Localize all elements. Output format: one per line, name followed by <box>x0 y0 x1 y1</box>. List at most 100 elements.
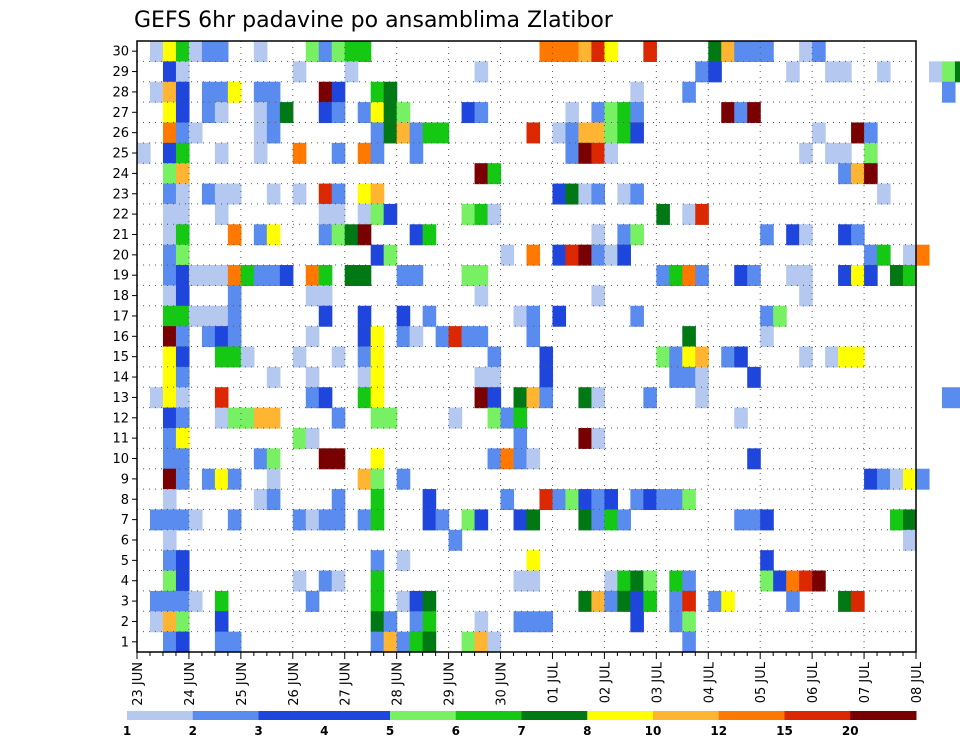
colorbar-label-8: 10 <box>645 724 662 738</box>
cell-m29-s3 <box>175 61 190 83</box>
cell-m23-s17 <box>357 183 372 205</box>
y-tick-label-1: 1 <box>121 635 129 650</box>
cell-m25-s0 <box>137 142 151 164</box>
cell-m21-s15 <box>331 224 346 246</box>
cell-m7-s46 <box>734 509 748 531</box>
cell-m7-s47 <box>747 509 761 531</box>
cell-m19-s47 <box>747 265 761 286</box>
cell-m27-s6 <box>214 102 229 124</box>
cell-m19-s11 <box>279 265 294 286</box>
colorbar-swatch-4 <box>390 711 457 720</box>
cell-m27-s25 <box>461 102 476 124</box>
cell-m3-s38 <box>630 590 644 612</box>
cell-m7-s59 <box>903 509 917 531</box>
cell-m8-s32 <box>552 489 567 511</box>
cell-m7-s30 <box>526 509 541 531</box>
cell-m13-s26 <box>474 387 489 409</box>
cell-m6-s59 <box>903 529 917 551</box>
y-tick-label-2: 2 <box>121 615 129 630</box>
cell-m26-s23 <box>435 122 450 144</box>
cell-m26-s35 <box>591 122 605 144</box>
cell-m1-s42 <box>682 631 696 653</box>
cell-m29-s61 <box>928 61 943 83</box>
cell-m13-s63 <box>954 387 960 409</box>
cell-m14-s41 <box>669 366 683 388</box>
y-tick-label-9: 9 <box>121 472 129 487</box>
cell-m21-s54 <box>838 224 852 246</box>
cell-m4-s3 <box>175 570 190 592</box>
y-tick-label-25: 25 <box>112 147 129 162</box>
cell-m21-s37 <box>617 224 631 246</box>
cell-m22-s40 <box>656 203 670 225</box>
cell-m7-s37 <box>617 509 631 531</box>
cell-m17-s4 <box>188 305 203 327</box>
cell-m2-s2 <box>162 611 177 633</box>
cell-m7-s3 <box>175 509 190 531</box>
cell-m7-s14 <box>318 509 333 531</box>
cell-m15-s2 <box>162 346 177 368</box>
cell-m19-s13 <box>305 265 320 286</box>
cell-m21-s17 <box>357 224 372 246</box>
cell-m16-s30 <box>526 326 541 348</box>
cell-m12-s29 <box>513 407 528 429</box>
cell-m14-s17 <box>357 366 372 388</box>
cell-m23-s5 <box>201 183 216 205</box>
colorbar-swatch-10 <box>784 711 851 720</box>
cell-m22-s14 <box>318 203 333 225</box>
cell-m3-s3 <box>175 590 190 612</box>
x-tick-label-0: 23 JUN <box>131 662 146 706</box>
cell-m27-s33 <box>565 102 580 124</box>
cell-m24-s2 <box>162 163 177 185</box>
cell-m23-s35 <box>591 183 605 205</box>
cell-m16-s6 <box>214 326 229 348</box>
cell-m4-s50 <box>786 570 800 592</box>
cell-m25-s34 <box>578 142 593 164</box>
cell-m11-s13 <box>305 427 320 449</box>
cell-m8-s40 <box>656 489 670 511</box>
cell-m26-s2 <box>162 122 177 144</box>
cell-m21-s38 <box>630 224 644 246</box>
cell-m20-s19 <box>383 244 398 266</box>
cell-m18-s2 <box>162 285 177 307</box>
cell-m29-s26 <box>474 61 489 83</box>
cell-m13-s6 <box>214 387 229 409</box>
cell-m9-s57 <box>877 468 891 490</box>
cell-m1-s2 <box>162 631 177 653</box>
cell-m30-s35 <box>591 41 605 62</box>
cell-m9-s17 <box>357 468 372 490</box>
cell-m30-s44 <box>708 41 722 62</box>
cell-m7-s29 <box>513 509 528 531</box>
cell-m3-s35 <box>591 590 605 612</box>
cell-m3-s1 <box>149 590 164 612</box>
cell-m7-s1 <box>149 509 164 531</box>
cell-m12-s28 <box>500 407 515 429</box>
cell-m11-s3 <box>175 427 190 449</box>
cell-m28-s9 <box>253 81 268 103</box>
cell-m3-s37 <box>617 590 631 612</box>
cell-m8-s31 <box>539 489 554 511</box>
cell-m25-s17 <box>357 142 372 164</box>
cell-m24-s27 <box>487 163 502 185</box>
cell-m28-s3 <box>175 81 190 103</box>
cell-m7-s12 <box>292 509 307 531</box>
cell-m4-s39 <box>643 570 657 592</box>
cell-m30-s45 <box>721 41 735 62</box>
cell-m26-s38 <box>630 122 644 144</box>
cell-m23-s12 <box>292 183 307 205</box>
colorbar-swatch-2 <box>258 711 325 720</box>
cell-m23-s3 <box>175 183 190 205</box>
cell-m22-s6 <box>214 203 229 225</box>
y-tick-label-10: 10 <box>112 452 129 467</box>
cell-m27-s9 <box>253 102 268 124</box>
cell-m2-s30 <box>526 611 541 633</box>
cell-m24-s54 <box>838 163 852 185</box>
cell-m9-s18 <box>370 468 385 490</box>
cell-m2-s18 <box>370 611 385 633</box>
cell-m27-s11 <box>279 102 294 124</box>
cell-m20-s35 <box>591 244 605 266</box>
x-tick-label-3: 26 JUN <box>287 662 302 706</box>
y-tick-label-27: 27 <box>112 106 129 121</box>
cell-m16-s21 <box>409 326 424 348</box>
cell-m14-s3 <box>175 366 190 388</box>
x-tick-label-4: 27 JUN <box>339 662 354 706</box>
